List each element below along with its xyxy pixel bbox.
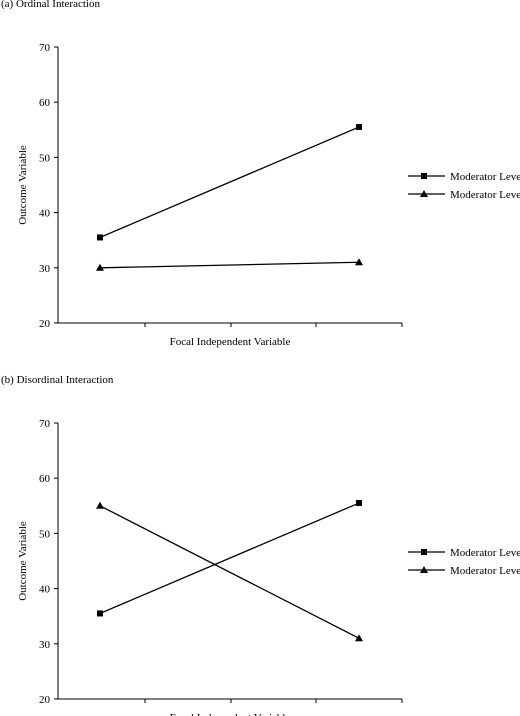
legend-label: Moderator Level 2	[450, 565, 520, 577]
x-axis-label: Focal Independent Variable	[170, 336, 291, 348]
y-tick-label: 40	[39, 208, 51, 220]
y-tick-label: 20	[39, 694, 51, 706]
data-point	[356, 500, 362, 507]
y-tick-label: 30	[39, 639, 51, 651]
legend-label: Moderator Level 2	[450, 189, 520, 201]
y-tick-label: 50	[39, 528, 51, 540]
chart-panel-b: (b) Disordinal Interaction 20 30 40 50 60 70 F…	[0, 374, 520, 716]
legend-marker	[421, 549, 427, 555]
chart-title: (a) Ordinal Interaction	[1, 0, 100, 10]
y-axis-label: Outcome Variable	[17, 521, 29, 601]
series-line	[99, 261, 360, 269]
y-tick-label: 40	[39, 584, 51, 596]
data-point	[97, 610, 103, 617]
x-axis-label: Focal Independent Variable	[170, 712, 291, 716]
data-point	[356, 124, 362, 131]
data-point	[97, 234, 103, 241]
data-point	[96, 501, 104, 509]
data-point	[355, 258, 363, 266]
series-line	[99, 126, 360, 239]
y-tick-label: 50	[39, 152, 51, 164]
data-point	[355, 634, 363, 642]
y-tick-label: 70	[39, 418, 51, 430]
y-tick-label: 70	[39, 42, 51, 54]
y-tick-label: 60	[39, 473, 51, 485]
y-tick-label: 60	[39, 97, 51, 109]
series-line	[99, 502, 360, 615]
chart-title: (b) Disordinal Interaction	[1, 374, 114, 386]
series-line	[99, 505, 360, 639]
y-tick-label: 20	[39, 318, 51, 330]
legend-label: Moderator Level 1	[450, 171, 520, 183]
chart-panel-a: (a) Ordinal Interaction 20 30 40 50 60 70 Foca…	[1, 0, 520, 348]
legend-marker	[420, 190, 428, 197]
chart-svg: 20 30 40 50 60 70 Focal Independent Variable Ou…	[17, 418, 520, 716]
data-point	[96, 263, 104, 271]
y-tick-label: 30	[39, 263, 51, 275]
chart-svg: 20 30 40 50 60 70 Focal Independent Variable Ou…	[17, 42, 520, 348]
legend-marker	[421, 173, 427, 179]
legend-label: Moderator Level 1	[450, 547, 520, 559]
y-axis-label: Outcome Variable	[17, 145, 29, 225]
legend-marker	[420, 566, 428, 573]
